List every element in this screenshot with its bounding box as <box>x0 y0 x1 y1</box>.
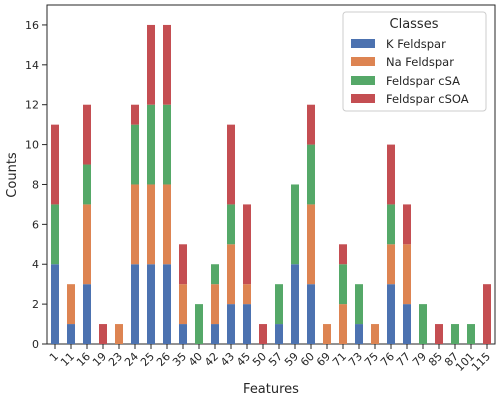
legend-label-feldspar-csa: Feldspar cSA <box>386 74 460 88</box>
bar-feldspar-csoa-43 <box>227 124 235 205</box>
bar-k-feldspar-11 <box>67 324 75 344</box>
bar-na-feldspar-11 <box>67 284 75 325</box>
x-tick-label: 115 <box>469 350 493 374</box>
bar-k-feldspar-25 <box>147 264 155 344</box>
bar-na-feldspar-25 <box>147 184 155 265</box>
bar-na-feldspar-26 <box>163 184 171 265</box>
bar-na-feldspar-23 <box>115 324 123 344</box>
y-tick-label: 12 <box>25 99 39 112</box>
x-axis-label: Features <box>243 382 299 397</box>
bar-feldspar-csoa-77 <box>403 204 411 245</box>
bar-feldspar-csa-26 <box>163 104 171 185</box>
bar-feldspar-csa-1 <box>51 204 59 265</box>
y-axis: 0 2 4 6 8 10 12 14 16 <box>25 19 47 351</box>
bar-feldspar-csa-42 <box>211 264 219 285</box>
bar-na-feldspar-76 <box>387 244 395 285</box>
legend-swatch-k-feldspar <box>351 39 375 48</box>
y-tick-label: 16 <box>25 19 39 32</box>
legend-swatch-feldspar-csoa <box>351 94 375 103</box>
bar-na-feldspar-77 <box>403 244 411 305</box>
bar-feldspar-csa-101 <box>467 324 475 344</box>
bar-na-feldspar-71 <box>339 304 347 344</box>
y-tick-label: 14 <box>25 59 39 72</box>
bar-feldspar-csoa-50 <box>259 324 267 344</box>
bars-group <box>51 24 491 344</box>
bar-k-feldspar-59 <box>291 264 299 344</box>
bar-k-feldspar-73 <box>355 324 363 344</box>
bar-k-feldspar-43 <box>227 304 235 344</box>
bar-feldspar-csoa-71 <box>339 244 347 265</box>
legend-entry-na-feldspar: Na Feldspar <box>351 55 454 69</box>
bar-feldspar-csa-57 <box>275 284 283 325</box>
legend: Classes K Feldspar Na Feldspar Feldspar … <box>342 11 487 112</box>
bar-feldspar-csoa-24 <box>131 104 139 125</box>
bar-k-feldspar-57 <box>275 324 283 344</box>
bar-k-feldspar-35 <box>179 324 187 344</box>
bar-k-feldspar-1 <box>51 264 59 344</box>
bar-k-feldspar-76 <box>387 284 395 344</box>
bar-k-feldspar-26 <box>163 264 171 344</box>
legend-swatch-na-feldspar <box>351 57 375 66</box>
bar-na-feldspar-69 <box>323 324 331 344</box>
bar-na-feldspar-60 <box>307 204 315 285</box>
bar-feldspar-csoa-45 <box>243 204 251 285</box>
bar-k-feldspar-16 <box>83 284 91 344</box>
bar-feldspar-csoa-25 <box>147 24 155 105</box>
y-tick-label: 4 <box>32 258 39 271</box>
bar-na-feldspar-43 <box>227 244 235 305</box>
bar-k-feldspar-42 <box>211 324 219 344</box>
bar-feldspar-csoa-26 <box>163 24 171 105</box>
y-tick-label: 2 <box>32 298 39 311</box>
bar-feldspar-csoa-35 <box>179 244 187 285</box>
y-axis-label: Counts <box>5 152 20 198</box>
x-axis: 1111619232425263540424345505759606971737… <box>47 344 493 374</box>
bar-feldspar-csa-40 <box>195 304 203 344</box>
legend-frame <box>342 11 487 112</box>
y-tick-label: 10 <box>25 139 39 152</box>
bar-feldspar-csa-71 <box>339 264 347 305</box>
bar-na-feldspar-24 <box>131 184 139 265</box>
bar-feldspar-csa-24 <box>131 124 139 185</box>
bar-feldspar-csa-59 <box>291 184 299 265</box>
bar-feldspar-csa-79 <box>419 304 427 344</box>
legend-title: Classes <box>390 17 439 32</box>
bar-feldspar-csa-73 <box>355 284 363 325</box>
bar-feldspar-csoa-115 <box>483 284 491 344</box>
legend-swatch-feldspar-csa <box>351 76 375 85</box>
bar-feldspar-csoa-19 <box>99 324 107 344</box>
legend-label-k-feldspar: K Feldspar <box>386 37 446 51</box>
bar-feldspar-csoa-1 <box>51 124 59 205</box>
bar-k-feldspar-77 <box>403 304 411 344</box>
y-tick-label: 0 <box>32 338 39 351</box>
bar-feldspar-csoa-60 <box>307 104 315 145</box>
legend-entry-k-feldspar: K Feldspar <box>351 37 446 51</box>
legend-entry-feldspar-csoa: Feldspar cSOA <box>351 92 469 106</box>
bar-k-feldspar-24 <box>131 264 139 344</box>
bar-feldspar-csa-60 <box>307 144 315 205</box>
bar-feldspar-csa-76 <box>387 204 395 245</box>
bar-feldspar-csa-43 <box>227 204 235 245</box>
bar-na-feldspar-75 <box>371 324 379 344</box>
y-tick-label: 6 <box>32 218 39 231</box>
bar-feldspar-csa-16 <box>83 164 91 205</box>
bar-feldspar-csoa-76 <box>387 144 395 205</box>
bar-k-feldspar-60 <box>307 284 315 344</box>
plot-area-frame <box>46 4 496 345</box>
bar-na-feldspar-35 <box>179 284 187 325</box>
bar-feldspar-csa-87 <box>451 324 459 344</box>
bar-k-feldspar-45 <box>243 304 251 344</box>
bar-na-feldspar-16 <box>83 204 91 285</box>
bar-feldspar-csa-25 <box>147 104 155 185</box>
legend-label-na-feldspar: Na Feldspar <box>386 55 454 69</box>
legend-label-feldspar-csoa: Feldspar cSOA <box>386 92 469 106</box>
bar-feldspar-csoa-16 <box>83 104 91 165</box>
bar-feldspar-csoa-85 <box>435 324 443 344</box>
y-tick-label: 8 <box>32 178 39 191</box>
bar-na-feldspar-45 <box>243 284 251 305</box>
bar-na-feldspar-42 <box>211 284 219 325</box>
legend-entry-feldspar-csa: Feldspar cSA <box>351 74 460 88</box>
